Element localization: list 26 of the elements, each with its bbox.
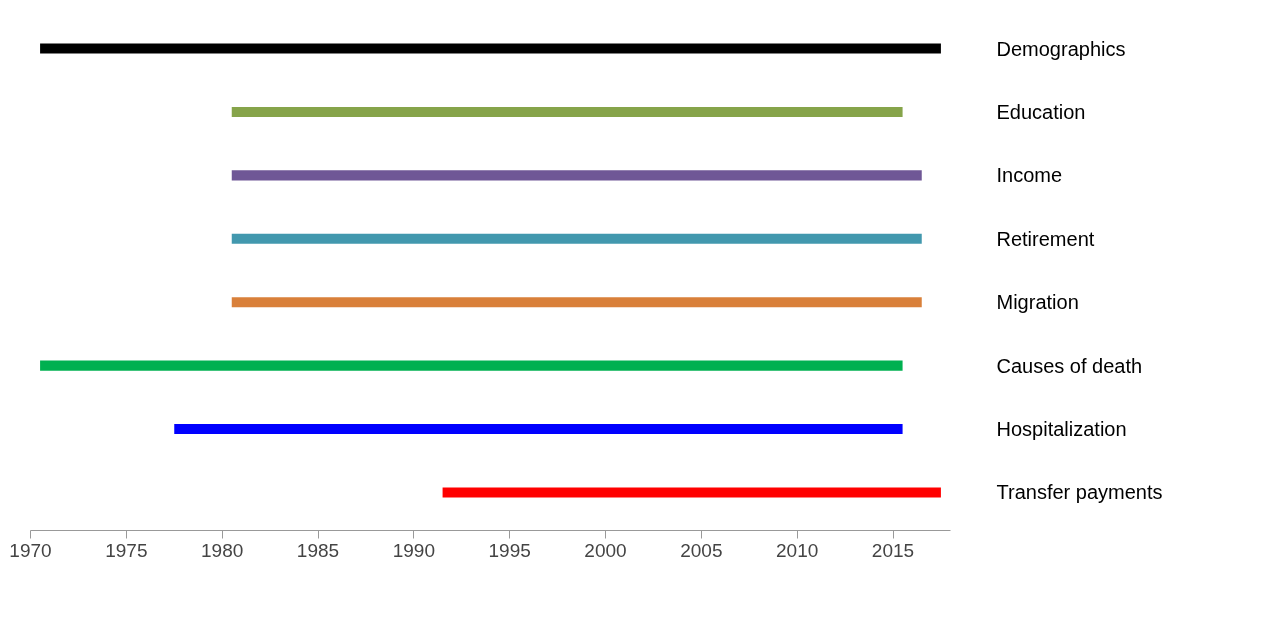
x-tick-label: 2005 <box>680 539 723 561</box>
y-tick-label: Demographics <box>996 37 1126 60</box>
bar <box>174 423 903 435</box>
y-tick-label: Retirement <box>996 227 1095 250</box>
x-tick-label: 2000 <box>584 539 627 561</box>
y-tick-label: Transfer payments <box>996 481 1163 504</box>
bar <box>442 487 941 498</box>
x-tick-label: 1985 <box>296 539 340 561</box>
bar <box>40 360 903 371</box>
y-tick-label: Migration <box>996 291 1079 314</box>
x-tick-label: 1980 <box>201 539 244 561</box>
x-tick-label: 1970 <box>9 539 52 561</box>
x-tick-label: 2015 <box>871 539 915 561</box>
bar <box>231 170 922 181</box>
y-tick-label: Hospitalization <box>996 418 1127 441</box>
y-tick-label: Education <box>996 100 1086 123</box>
bar <box>40 43 941 54</box>
y-tick-label: Causes of death <box>996 354 1143 377</box>
x-tick-label: 2010 <box>776 539 819 561</box>
y-tick-label: Income <box>996 164 1063 187</box>
x-tick-label: 1995 <box>488 539 531 561</box>
x-tick-label: 1975 <box>105 539 148 561</box>
bar <box>231 233 922 244</box>
bar <box>231 106 903 118</box>
bar <box>231 297 922 308</box>
x-tick-label: 1990 <box>392 539 435 561</box>
